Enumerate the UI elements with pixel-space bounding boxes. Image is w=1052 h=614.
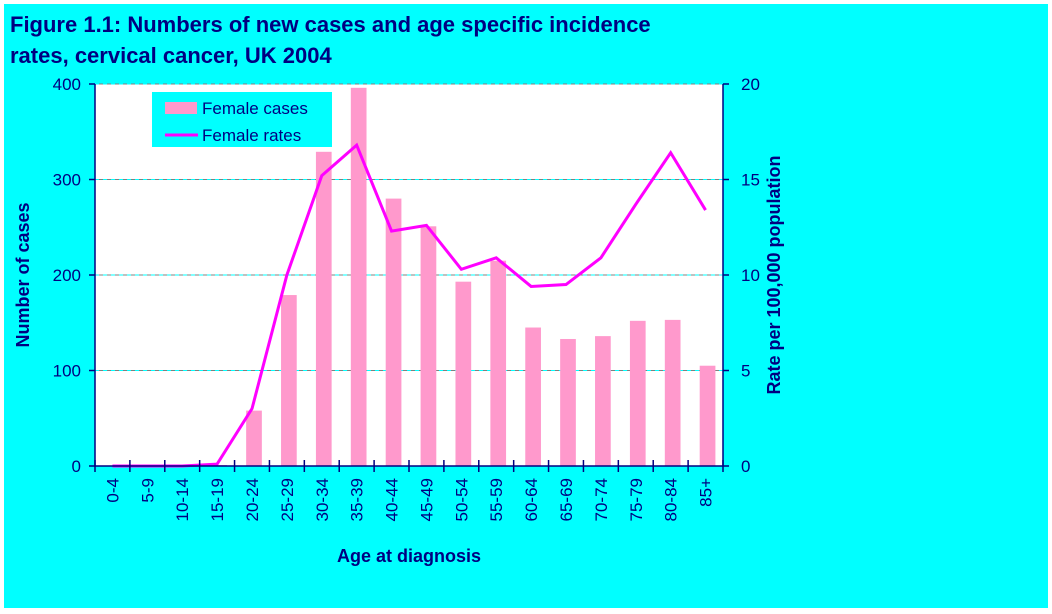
bar-female-cases-75-79: [629, 320, 646, 466]
bar-female-cases-85+: [699, 365, 716, 466]
y-axis-title: Number of cases: [13, 202, 33, 347]
title-line-2: rates, cervical cancer, UK 2004: [10, 43, 332, 68]
x-tick-label: 85+: [697, 478, 716, 507]
bar-female-cases-60-64: [525, 327, 541, 466]
bar-female-cases-50-54: [455, 281, 472, 466]
legend: Female cases Female rates: [152, 92, 332, 147]
x-tick-label: 30-34: [313, 478, 332, 521]
x-tick-label: 5-9: [138, 478, 157, 503]
y-tick-label: 300: [53, 171, 81, 190]
y-tick-label: 200: [53, 266, 81, 285]
bar-female-cases-55-59: [490, 260, 507, 466]
legend-label-cases: Female cases: [202, 99, 308, 118]
y-axis-ticks: 0 100 200 300 400: [53, 75, 95, 476]
line-female-rates: [112, 142, 707, 468]
bar-female-cases-35-39: [350, 87, 367, 466]
bar-female-cases-70-74: [595, 336, 611, 466]
y2-tick-label: 15: [741, 171, 760, 190]
x-tick-label: 50-54: [452, 478, 471, 521]
x-tick-label: 35-39: [348, 478, 367, 521]
y2-axis-title: Rate per 100,000 population: [764, 155, 784, 394]
x-tick-label: 25-29: [278, 478, 297, 521]
title-line-1: Figure 1.1: Numbers of new cases and age…: [10, 12, 651, 37]
bar-female-cases-45-49: [420, 226, 437, 466]
bar-female-cases-80-84: [664, 319, 681, 466]
x-tick-label: 45-49: [417, 478, 436, 521]
y-tick-label: 100: [53, 362, 81, 381]
chart-title: Figure 1.1: Numbers of new cases and age…: [10, 9, 770, 71]
legend-box: [152, 92, 332, 147]
x-tick-label: 65-69: [557, 478, 576, 521]
gridlines: [95, 83, 723, 371]
y2-tick-label: 5: [741, 362, 750, 381]
x-tick-label: 10-14: [173, 478, 192, 521]
x-axis-ticks: 0-4 5-9 10-14 15-19 20-24 25-29 30-34 35-39 40-4…: [94, 460, 724, 521]
x-tick-label: 55-59: [487, 478, 506, 521]
x-tick-label: 15-19: [208, 478, 227, 521]
bar-female-cases-65-69: [560, 338, 576, 466]
bar-female-cases-20-24: [246, 410, 262, 466]
y-tick-label: 400: [53, 75, 81, 94]
y2-tick-label: 10: [741, 266, 760, 285]
x-tick-label: 60-64: [522, 478, 541, 521]
bar-female-cases-25-29: [281, 295, 297, 466]
x-tick-label: 40-44: [383, 478, 402, 521]
x-tick-label: 75-79: [627, 478, 646, 521]
bars: [211, 87, 716, 466]
y2-axis-ticks: 0 5 10 15 20: [723, 75, 760, 476]
y2-tick-label: 20: [741, 75, 760, 94]
y-tick-label: 0: [72, 457, 81, 476]
x-axis-title: Age at diagnosis: [337, 546, 481, 566]
x-tick-label: 80-84: [662, 478, 681, 521]
x-tick-label: 0-4: [103, 478, 122, 503]
x-tick-label: 70-74: [592, 478, 611, 521]
bar-female-cases-40-44: [385, 198, 402, 466]
legend-swatch-cases: [165, 102, 197, 114]
bar-female-cases-30-34: [315, 151, 332, 466]
y2-tick-label: 0: [741, 457, 750, 476]
x-tick-label: 20-24: [243, 478, 262, 521]
legend-label-rates: Female rates: [202, 126, 301, 145]
